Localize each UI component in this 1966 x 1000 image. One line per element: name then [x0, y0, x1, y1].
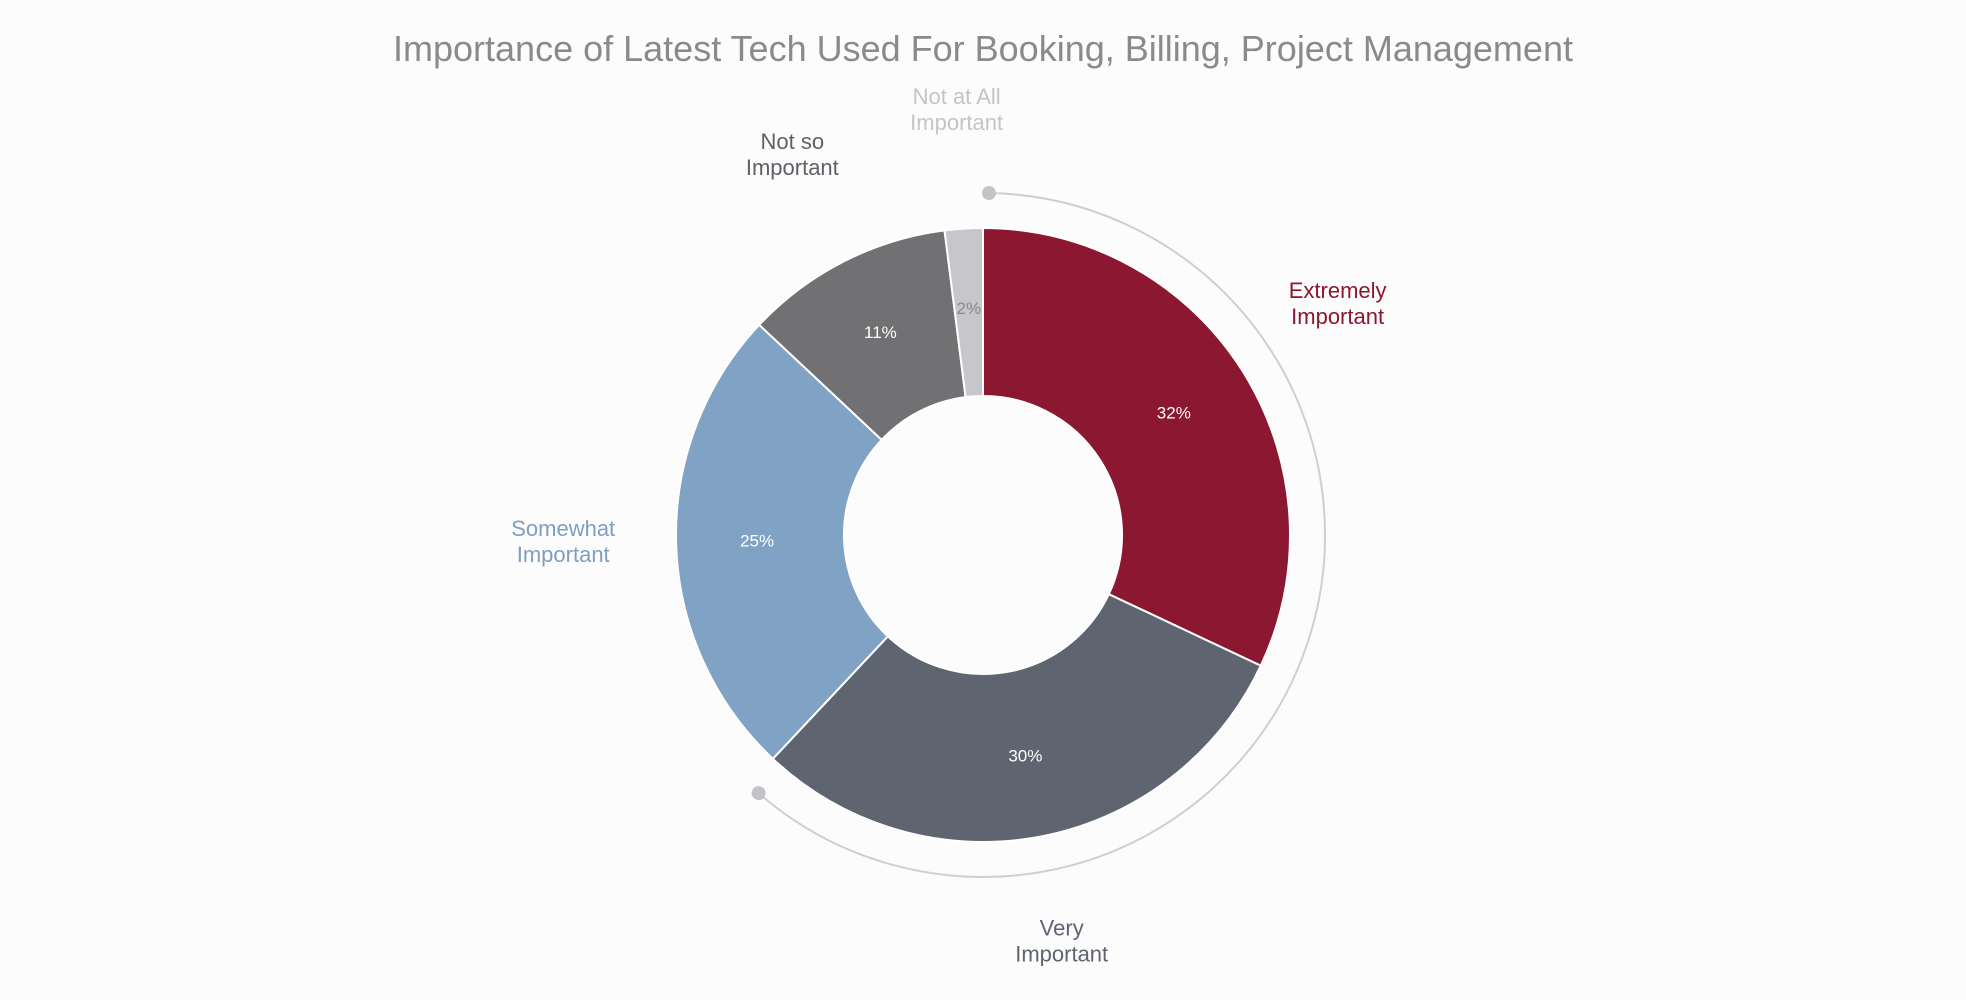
slice-category-label-not-so-important: Not so Important — [746, 129, 839, 180]
slice-extremely-important — [982, 226, 1291, 668]
outer-guide-arc — [757, 192, 1326, 878]
slice-value-label-very-important: 30% — [1008, 746, 1042, 765]
slice-category-label-very-important: Very Important — [1015, 916, 1108, 967]
guide-arc-start-dot — [981, 186, 996, 201]
guide-arc-end-dot — [751, 786, 766, 801]
slice-not-so-important — [757, 229, 967, 442]
slice-category-label-extremely-important: Extremely Important — [1289, 278, 1387, 329]
slice-category-label-somewhat-important: Somewhat Important — [511, 516, 615, 567]
slice-category-label-not-at-all-important: Not at All Important — [910, 84, 1003, 135]
slice-somewhat-important — [675, 323, 890, 761]
slice-not-at-all-important — [943, 226, 984, 399]
chart-title: Importance of Latest Tech Used For Booki… — [393, 28, 1573, 69]
slice-very-important — [771, 592, 1263, 843]
slice-value-label-not-at-all-important: 2% — [957, 299, 982, 318]
slice-value-label-not-so-important: 11% — [864, 323, 897, 342]
slice-value-label-extremely-important: 32% — [1157, 403, 1191, 422]
slice-value-label-somewhat-important: 25% — [740, 532, 774, 551]
